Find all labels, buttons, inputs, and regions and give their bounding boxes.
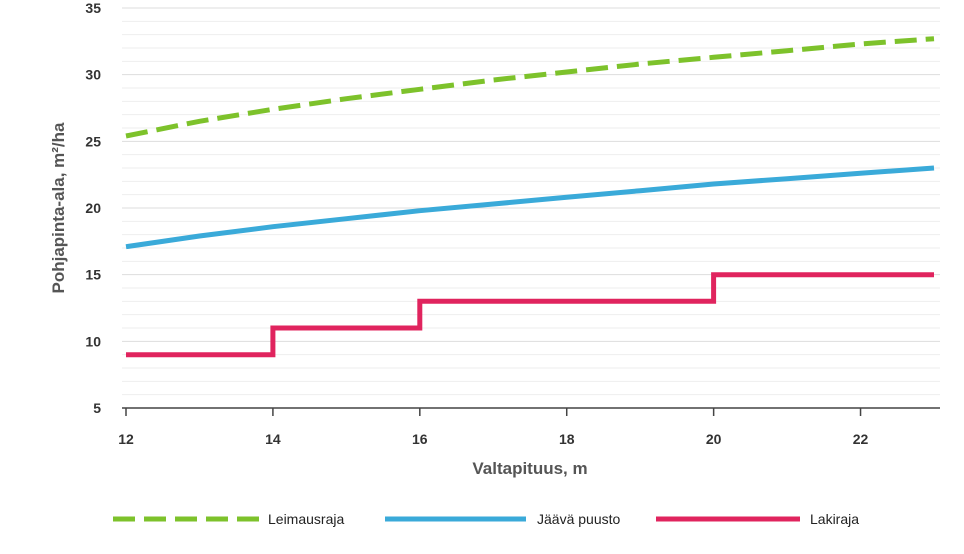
y-tick-label: 35 [85,0,101,16]
series-line-1 [125,36,935,139]
x-tick-label: 14 [265,431,281,447]
y-tick-label: 5 [93,400,101,416]
legend-label-1: Leimausraja [268,511,344,527]
y-tick-label: 15 [85,267,101,283]
series-group [125,36,935,358]
y-tick-label: 25 [85,133,101,149]
x-tick-label: 22 [853,431,869,447]
legend-label-3: Lakiraja [810,511,859,527]
x-axis: 12 14 16 18 20 22 [118,407,940,447]
y-axis-title: Pohjapinta-ala, m²/ha [49,122,68,294]
x-axis-title: Valtapituus, m [472,459,587,478]
x-tick-label: 20 [706,431,722,447]
x-tick-label: 12 [118,431,134,447]
series-line-3 [126,272,934,358]
legend: Leimausraja Jäävä puusto Lakiraja [113,511,859,527]
y-axis-ticks: 5 10 15 20 25 30 35 [85,0,101,416]
x-tick-label: 16 [412,431,428,447]
y-tick-label: 10 [85,333,101,349]
series-line-2 [125,165,935,250]
y-tick-label: 20 [85,200,101,216]
y-tick-label: 30 [85,67,101,83]
x-tick-label: 18 [559,431,575,447]
legend-label-2: Jäävä puusto [537,511,620,527]
